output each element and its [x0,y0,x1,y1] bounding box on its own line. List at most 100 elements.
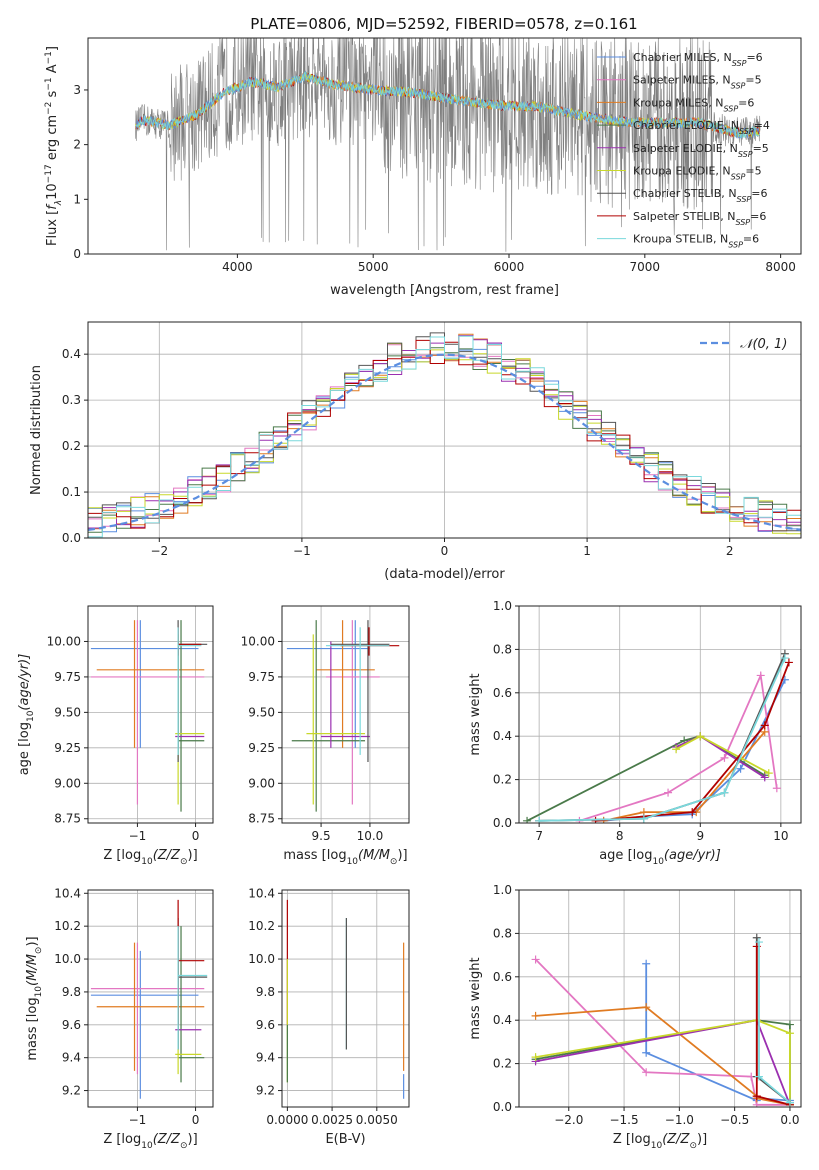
legend-label-part: =6 [738,96,754,109]
series-marker-miles_chabrier [642,1048,651,1057]
series-marker-stelib_salpeter [784,658,793,667]
series-marker-miles_salpeter [772,784,781,793]
y-tick-label: 8.75 [54,812,81,826]
series-marker-stelib_kroupa [754,1072,763,1081]
axes-frame [87,37,802,255]
x-tick-label: −2 [150,544,168,558]
y-tick-label: 0.0 [493,816,512,830]
plot-area-mass_vs_ebv [286,899,405,1099]
plot-area-age_vs_Z [90,620,208,812]
y-tick-label: 10.0 [54,952,81,966]
series-line-stelib_kroupa [539,657,786,822]
y-tick-label: 8.75 [248,812,275,826]
x-tick-label: 6000 [494,260,525,274]
legend-label-part: Salpeter STELIB, [633,210,727,223]
legend-label-part: SSP [723,104,738,113]
series-marker-miles_salpeter [664,788,673,797]
x-tick-label: 0.0050 [356,1113,398,1127]
y-tick-label: 9.4 [256,1051,275,1065]
series-marker-stelib_salpeter [688,808,697,817]
y-axis-label-part: mass [log [25,997,40,1060]
y-axis-label: Flux [fλ10−17 erg cm−2 s−1 A−1] [44,46,64,246]
legend-label: Chabrier STELIB, NSSP=6 [633,187,767,204]
x-tick-label: −1.5 [609,1113,638,1127]
y-tick-label: 9.8 [256,985,275,999]
x-axis-label-part: mass [log [283,848,346,863]
legend-label-part: =4 [754,119,770,132]
series-marker-elodie_chabrier [523,816,532,823]
y-axis-label: mass [log10(M/M⊙)] [25,936,44,1060]
y-axis-label: mass weight [468,957,483,1039]
x-tick-label: 0 [441,544,449,558]
series-line-miles_salpeter [534,958,790,1106]
plot-area-age_vs_mass [286,620,400,812]
legend-label: 𝒩(0, 1) [740,337,787,352]
plot-area-mass_weight_vs_Z [531,933,794,1107]
axes-frame [518,889,802,1108]
axes-mass_weight_vs_age: 7 8 9 10 0.0 0.2 0.4 0.6 0.8 1.0 mass weight age [l… [468,599,802,867]
x-tick-label: 4000 [222,260,253,274]
x-tick-label: 9 [696,829,704,843]
legend-label-part: N [724,51,732,64]
legend-label-part: Kroupa ELODIE, [633,165,722,178]
x-tick-label: 0 [192,829,200,843]
y-axis-label-part: −2 [44,102,54,115]
axes-mass_weight_vs_Z: −2.0 −1.5 −1.0 −0.5 0.0 0.0 0.2 0.4 0.6 0.8 1.0 mas… [468,883,802,1151]
x-axis-label-part: )] [188,1132,198,1147]
y-axis-label-part: −1 [44,77,54,90]
legend-label: Salpeter ELODIE, NSSP=5 [633,142,769,159]
y-axis-label-part: −17 [44,164,54,183]
legend-label-part: SSP [738,149,753,158]
x-axis-label: E(B-V) [325,1132,365,1147]
y-tick-label: 10.4 [54,886,81,900]
x-axis-label: Z [log10(Z/Z⊙)] [613,1132,707,1151]
y-tick-label: 0.6 [493,970,512,984]
axes-frame [87,889,214,1108]
series-marker-stelib_kroupa [720,788,729,797]
x-axis-label-part: 10 [347,857,359,867]
y-tick-label: 9.6 [62,1018,81,1032]
series-marker-stelib_kroupa [754,938,763,947]
legend-label-part: N [730,142,738,155]
y-axis-label-part: age [log [17,722,32,775]
x-tick-label: −0.5 [720,1113,749,1127]
x-tick-label: −1 [293,544,311,558]
y-tick-label: 9.50 [54,705,81,719]
y-axis-label-part: A [45,64,60,77]
x-tick-label: −1 [129,829,147,843]
legend-label-part: Kroupa STELIB, [633,233,720,246]
y-tick-label: 10.2 [54,919,81,933]
series-marker-miles_chabrier [736,764,745,773]
y-tick-label: 9.00 [248,776,275,790]
y-tick-label: 1 [73,192,81,206]
axes-frame [281,605,410,824]
series-marker-miles_kroupa [531,1011,540,1020]
y-tick-label: 3 [73,83,81,97]
y-tick-label: 9.2 [62,1084,81,1098]
series-marker-miles_salpeter [720,753,729,762]
y-axis-label: mass weight [468,673,483,755]
y-tick-label: 0.2 [62,439,81,453]
series-marker-stelib_kroupa [639,814,648,823]
x-axis-label-part: age [log [599,848,652,863]
legend-label-part: N [728,187,736,200]
legend-label-part: SSP [735,217,750,226]
y-tick-label: 0.0 [493,1100,512,1114]
y-axis-label-part: 10 [45,183,60,200]
legend-label-part: SSP [737,195,752,204]
x-tick-label: 10.0 [357,829,384,843]
y-axis-label-part: 10 [26,710,36,722]
y-tick-label: 9.75 [54,670,81,684]
y-tick-label: 10.4 [248,886,275,900]
x-axis-label-part: ⊙ [180,857,188,867]
legend-label: Kroupa ELODIE, NSSP=5 [633,165,762,182]
legend-label: Kroupa STELIB, NSSP=6 [633,233,759,250]
legend-label: Chabrier MILES, NSSP=6 [633,51,763,68]
y-tick-label: 1.0 [493,883,512,897]
y-axis-label-part: ⊙ [34,947,44,955]
series-marker-stelib_chabrier [752,933,761,942]
y-tick-label: 10.00 [47,634,81,648]
legend-label-part: N [715,96,723,109]
